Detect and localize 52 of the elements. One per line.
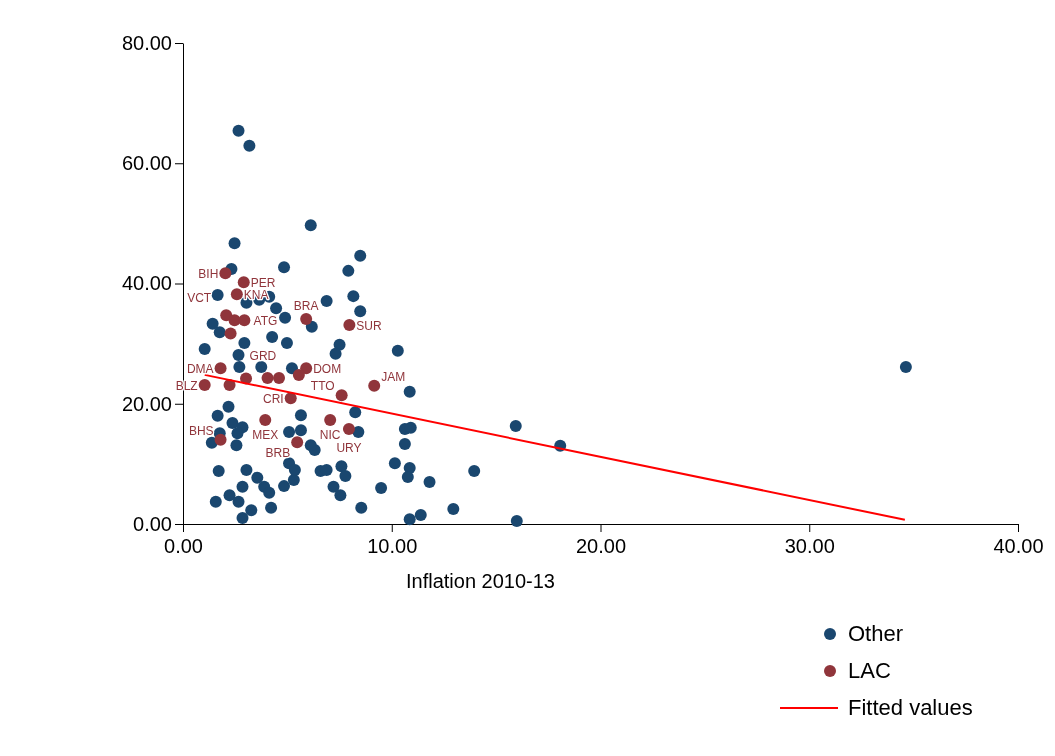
point: [238, 314, 251, 327]
point: [368, 379, 381, 392]
x-tick-label: 40.00: [993, 535, 1044, 557]
point: [230, 288, 243, 301]
data-label: BRB: [265, 446, 291, 461]
data-label: TTO: [310, 379, 335, 394]
point: [342, 423, 355, 435]
point: [214, 433, 227, 446]
data-label: BRA: [293, 298, 319, 313]
point: [219, 267, 232, 280]
x-tick-label: 30.00: [784, 535, 835, 557]
legend-label: Fitted values: [848, 695, 973, 720]
data-label: KNA: [243, 288, 269, 303]
legend-label: LAC: [848, 658, 891, 683]
point: [284, 392, 297, 405]
data-label: BIH: [198, 267, 219, 282]
data-label: MEX: [252, 427, 279, 442]
y-tick-label: 40.00: [121, 272, 172, 295]
point: [259, 413, 272, 426]
point: [198, 379, 211, 392]
data-label: VCT: [187, 291, 212, 306]
data-label: GRD: [249, 349, 277, 364]
y-tick-label: 80.00: [121, 31, 172, 54]
y-tick-label: 60.00: [121, 152, 172, 175]
y-tick-label: 0.00: [133, 512, 172, 535]
data-label: NIC: [319, 427, 341, 442]
data-label: CRI: [263, 392, 284, 407]
point: [214, 362, 227, 375]
point: [291, 436, 304, 449]
data-label: SUR: [356, 318, 383, 333]
data-label: ATG: [253, 314, 278, 329]
x-tick-label: 20.00: [575, 535, 627, 557]
point: [300, 312, 313, 325]
point: [343, 318, 356, 331]
x-tick-label: 10.00: [367, 535, 418, 557]
x-tick-label: 0.00: [164, 535, 203, 557]
data-label: JAM: [381, 369, 406, 384]
data-label: DMA: [186, 362, 214, 377]
data-label: URY: [336, 441, 362, 455]
point: [335, 389, 348, 402]
data-label: PER: [250, 276, 276, 291]
point: [224, 327, 237, 340]
y-tick-label: 20.00: [121, 392, 172, 415]
point: [237, 276, 250, 289]
point: [324, 413, 337, 426]
point: [273, 371, 286, 384]
point: [292, 368, 305, 381]
data-label: BHS: [188, 423, 214, 438]
legend-label: Other: [848, 621, 904, 646]
x-axis-title: Inflation 2010-13: [405, 570, 556, 592]
data-label: DOM: [313, 362, 342, 377]
point: [261, 371, 274, 384]
